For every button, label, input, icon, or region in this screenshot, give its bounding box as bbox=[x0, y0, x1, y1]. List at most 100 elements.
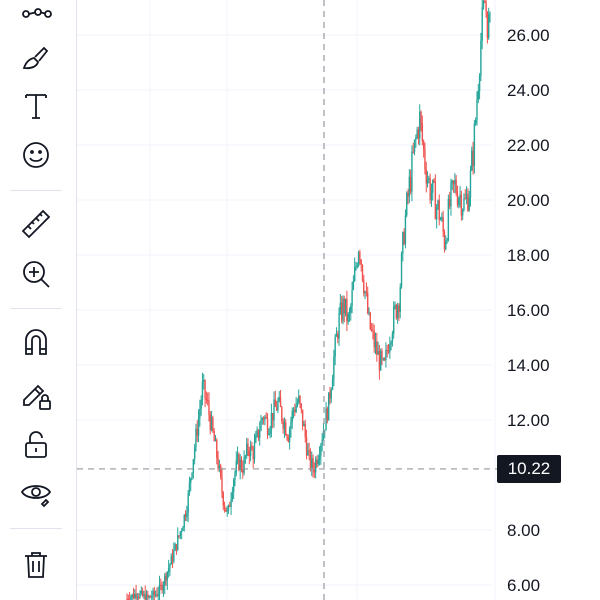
candle-body bbox=[179, 531, 182, 536]
candle-body bbox=[251, 445, 253, 450]
price-axis-label: 8.00 bbox=[507, 521, 540, 540]
candle-body bbox=[203, 380, 205, 382]
candle-body bbox=[484, 1, 486, 4]
candle-body bbox=[416, 129, 418, 138]
candle-body bbox=[230, 499, 232, 507]
candle-body bbox=[132, 594, 135, 598]
candle-body bbox=[386, 350, 388, 352]
candle-body bbox=[446, 239, 448, 242]
candle-body bbox=[425, 169, 427, 184]
candle-body bbox=[282, 420, 284, 429]
candle-body bbox=[160, 584, 162, 586]
brush-tool[interactable] bbox=[14, 36, 58, 80]
candle-body bbox=[290, 421, 292, 430]
candle-body bbox=[403, 232, 405, 245]
candle-body bbox=[360, 259, 362, 265]
candle-body bbox=[350, 306, 352, 313]
delete-tool[interactable] bbox=[14, 542, 58, 586]
candle-body bbox=[191, 472, 193, 479]
price-chart[interactable]: 26.00 24.00 22.00 20.00 18.00 16.00 14.00 12.00… bbox=[77, 0, 600, 600]
candle-body bbox=[469, 170, 472, 198]
candle-body bbox=[295, 405, 297, 413]
lock-drawings-tool[interactable] bbox=[14, 372, 58, 416]
candle-body bbox=[409, 176, 412, 192]
candle-body bbox=[144, 594, 146, 600]
candle-body bbox=[415, 137, 417, 140]
candle-body bbox=[351, 289, 353, 307]
toolbar-separator bbox=[10, 528, 62, 529]
candle-body bbox=[471, 150, 473, 171]
candle-body bbox=[464, 198, 466, 200]
candle-body bbox=[199, 409, 201, 419]
candle-body bbox=[374, 341, 377, 348]
candle-body bbox=[472, 150, 474, 167]
candle-body bbox=[193, 447, 196, 460]
candle-body bbox=[325, 408, 327, 431]
candle-body bbox=[154, 594, 157, 596]
candle-body bbox=[205, 397, 208, 401]
candle-body bbox=[161, 584, 163, 591]
candle-body bbox=[291, 410, 293, 422]
emoji-tool[interactable] bbox=[14, 133, 58, 177]
trend-line-tool[interactable] bbox=[14, 0, 58, 30]
candle-body bbox=[278, 396, 280, 402]
price-axis-label: 12.00 bbox=[507, 411, 550, 430]
smiley-icon bbox=[23, 142, 49, 168]
candle-body bbox=[443, 231, 446, 250]
candle-body bbox=[277, 401, 279, 411]
candle-body bbox=[398, 305, 400, 312]
candle-body bbox=[391, 333, 394, 343]
candle-body bbox=[458, 198, 460, 206]
candle-body bbox=[321, 439, 323, 446]
candle-body bbox=[486, 11, 489, 38]
candle-body bbox=[171, 555, 174, 562]
candle-body bbox=[381, 351, 383, 359]
candle-body bbox=[489, 13, 491, 15]
candle-body bbox=[324, 430, 326, 432]
candle-body bbox=[318, 455, 321, 460]
candle-body bbox=[147, 594, 149, 598]
candle-body bbox=[485, 3, 487, 12]
candle-body bbox=[478, 75, 481, 91]
hide-drawings-tool[interactable] bbox=[14, 470, 58, 514]
candle-body bbox=[212, 417, 214, 432]
ruler-tool[interactable] bbox=[14, 202, 58, 246]
candle-body bbox=[192, 459, 195, 473]
candle-body bbox=[200, 400, 202, 410]
zoom-in-tool[interactable] bbox=[14, 252, 58, 296]
candle-body bbox=[399, 287, 401, 312]
candle-body bbox=[394, 304, 396, 307]
candle-body bbox=[182, 527, 184, 532]
candle-body bbox=[301, 409, 304, 427]
candle-body bbox=[459, 194, 461, 199]
candle-body bbox=[352, 280, 355, 290]
candle-body bbox=[340, 302, 343, 321]
candle-body bbox=[244, 455, 247, 458]
candle-body bbox=[317, 459, 319, 465]
candle-body bbox=[177, 535, 179, 550]
eye-icon bbox=[20, 485, 52, 508]
unlock-tool[interactable] bbox=[14, 422, 58, 466]
candle-body bbox=[463, 198, 465, 210]
candle-body bbox=[438, 200, 440, 221]
candle-body bbox=[387, 351, 390, 353]
candle-body bbox=[303, 424, 305, 427]
candle-body bbox=[262, 418, 265, 420]
candle-body bbox=[396, 305, 399, 319]
candle-body bbox=[465, 194, 468, 199]
candle-body bbox=[343, 298, 345, 314]
candlestick-chart[interactable]: 26.00 24.00 22.00 20.00 18.00 16.00 14.00 12.00… bbox=[77, 0, 600, 600]
candle-body bbox=[178, 535, 180, 537]
candle-body bbox=[175, 544, 178, 550]
candle-body bbox=[190, 478, 192, 483]
text-tool[interactable] bbox=[14, 84, 58, 128]
candle-body bbox=[445, 241, 447, 250]
candle-body bbox=[337, 334, 339, 339]
pencil-lock-icon bbox=[23, 384, 51, 410]
magnet-tool[interactable] bbox=[14, 320, 58, 364]
candle-body bbox=[473, 123, 476, 167]
candle-body bbox=[270, 412, 273, 429]
candle-body bbox=[149, 596, 152, 598]
candle-body bbox=[260, 420, 262, 431]
candle-body bbox=[330, 389, 332, 399]
